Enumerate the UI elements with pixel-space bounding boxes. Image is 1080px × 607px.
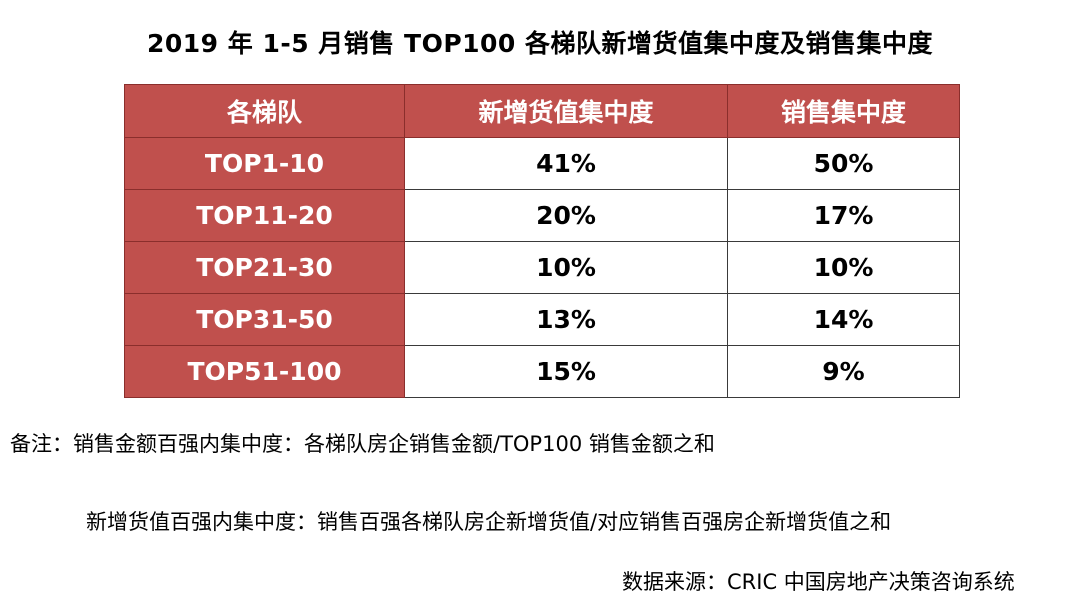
- sales-cell: 14%: [727, 293, 960, 346]
- new-value-cell: 41%: [404, 137, 728, 190]
- table-header-row: 各梯队 新增货值集中度 销售集中度: [124, 84, 960, 138]
- column-header-new-value: 新增货值集中度: [404, 84, 728, 138]
- data-source: 数据来源：CRIC 中国房地产决策咨询系统: [622, 570, 1015, 594]
- row-label: TOP1-10: [124, 137, 405, 190]
- table-row: TOP21-30 10% 10%: [124, 241, 960, 294]
- sales-cell: 10%: [727, 241, 960, 294]
- new-value-cell: 15%: [404, 345, 728, 398]
- note-new-value-concentration: 新增货值百强内集中度：销售百强各梯队房企新增货值/对应销售百强房企新增货值之和: [86, 510, 892, 534]
- row-label: TOP31-50: [124, 293, 405, 346]
- row-label: TOP21-30: [124, 241, 405, 294]
- table-row: TOP51-100 15% 9%: [124, 345, 960, 398]
- new-value-cell: 20%: [404, 189, 728, 242]
- table-row: TOP31-50 13% 14%: [124, 293, 960, 346]
- sales-cell: 9%: [727, 345, 960, 398]
- chart-title: 2019 年 1-5 月销售 TOP100 各梯队新增货值集中度及销售集中度: [146, 29, 934, 58]
- new-value-cell: 10%: [404, 241, 728, 294]
- sales-cell: 17%: [727, 189, 960, 242]
- table-row: TOP1-10 41% 50%: [124, 137, 960, 190]
- sales-cell: 50%: [727, 137, 960, 190]
- concentration-table: 各梯队 新增货值集中度 销售集中度 TOP1-10 41% 50% TOP11-…: [124, 84, 960, 398]
- column-header-tier: 各梯队: [124, 84, 405, 138]
- column-header-sales: 销售集中度: [727, 84, 960, 138]
- table-row: TOP11-20 20% 17%: [124, 189, 960, 242]
- row-label: TOP11-20: [124, 189, 405, 242]
- row-label: TOP51-100: [124, 345, 405, 398]
- note-sales-concentration: 备注：销售金额百强内集中度：各梯队房企销售金额/TOP100 销售金额之和: [10, 432, 715, 456]
- new-value-cell: 13%: [404, 293, 728, 346]
